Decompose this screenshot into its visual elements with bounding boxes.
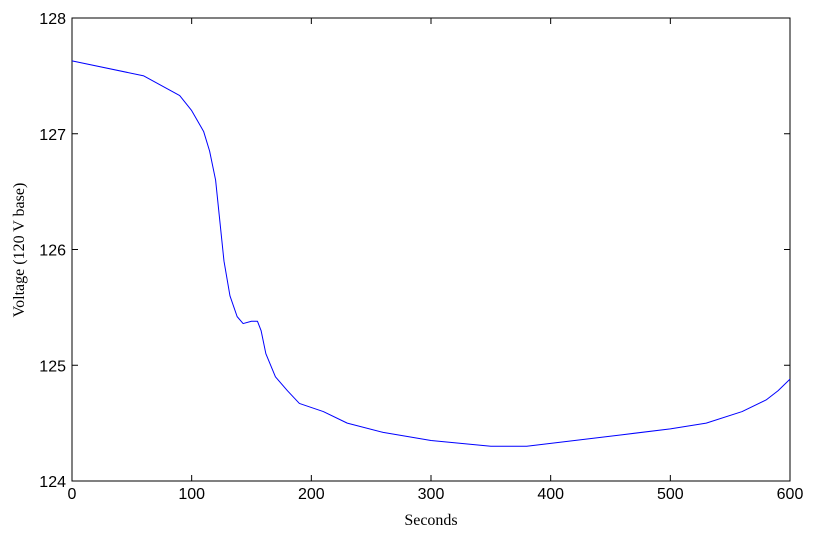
y-tick-label: 127 (39, 127, 66, 144)
y-tick-label: 126 (39, 243, 66, 260)
x-tick-label: 400 (537, 486, 564, 503)
plot-frame (71, 17, 791, 482)
x-tick-label: 600 (777, 486, 804, 503)
y-tick-label: 125 (39, 358, 66, 375)
y-tick-label: 128 (39, 11, 66, 28)
x-axis-label: Seconds (404, 512, 457, 529)
y-axis-label: Voltage (120 V base) (11, 183, 28, 318)
y-tick-label: 124 (39, 474, 66, 491)
x-tick-label: 100 (178, 486, 205, 503)
x-tick-label: 200 (298, 486, 325, 503)
voltage-line (71, 60, 791, 447)
x-tick-label: 300 (418, 486, 445, 503)
x-tick-label: 0 (68, 486, 77, 503)
x-tick-label: 500 (657, 486, 684, 503)
